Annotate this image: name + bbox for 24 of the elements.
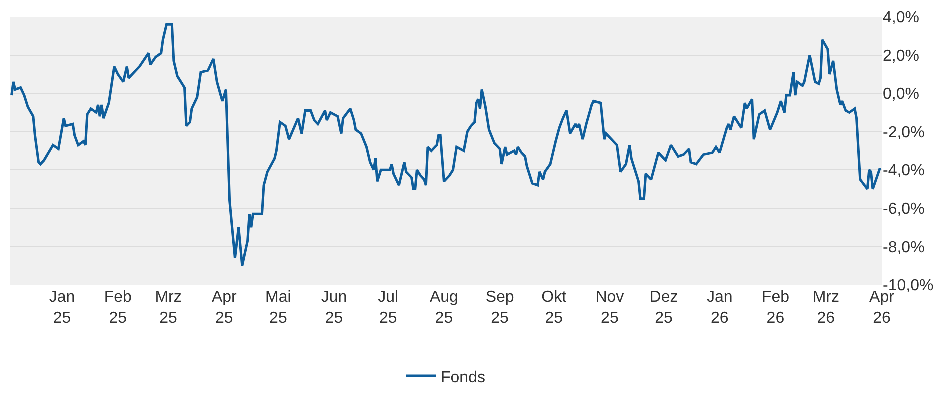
x-tick-label: Jan 25 <box>49 289 76 327</box>
x-tick-label: Mrz 26 <box>812 289 840 327</box>
x-tick-label: Nov 25 <box>596 289 624 327</box>
x-tick-label: Jan 26 <box>706 289 733 327</box>
x-tick-label: Mrz 25 <box>155 289 182 327</box>
x-tick-label: Feb 26 <box>762 289 790 327</box>
y-tick-label: 4,0% <box>883 10 920 27</box>
x-tick-label: Mai 25 <box>266 289 292 327</box>
x-tick-label: Feb 25 <box>104 289 132 327</box>
x-tick-label: Jul 25 <box>378 289 399 327</box>
y-tick-label: -2,0% <box>883 124 925 142</box>
legend-label: Fonds <box>441 369 486 386</box>
y-tick-label: 0,0% <box>883 86 920 104</box>
x-tick-label: Apr 25 <box>212 289 238 327</box>
y-tick-label: 2,0% <box>883 48 920 65</box>
x-tick-label: Aug 25 <box>430 289 458 327</box>
x-tick-label: Sep 25 <box>486 289 514 327</box>
x-tick-label: Jun 25 <box>321 289 348 327</box>
x-tick-label: Dez 25 <box>650 289 678 327</box>
y-tick-label: -4,0% <box>883 162 925 180</box>
y-tick-label: -6,0% <box>883 201 925 218</box>
x-tick-label: Okt 25 <box>542 289 568 327</box>
y-tick-label: -8,0% <box>883 239 925 256</box>
line-series <box>10 23 882 268</box>
